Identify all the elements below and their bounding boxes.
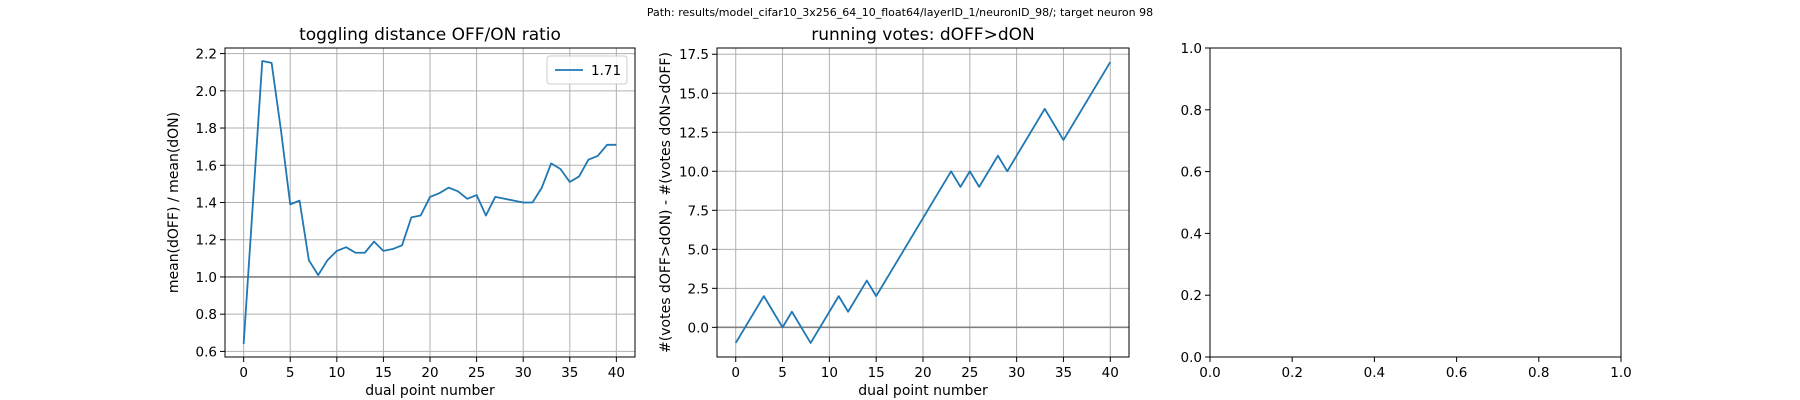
series-line-1	[734, 61, 1112, 344]
y-tick-label: 0.2	[1181, 288, 1202, 304]
chart-3: 0.0 0.2 0.4 0.6 0.8 1.0 0.0 0.2 0.4 0.6 0.8 1.0	[1181, 41, 1632, 381]
x-tick-label: 5	[778, 365, 787, 381]
x-tick-label: 0	[239, 365, 248, 381]
y-tick-label: 0.6	[196, 344, 217, 360]
y-tick-label: 5.0	[688, 242, 709, 258]
y-tick-label: 0.8	[1181, 103, 1202, 119]
x-tick-label: 10	[821, 365, 838, 381]
axes-frame	[1209, 47, 1622, 358]
figure-suptitle: Path: results/model_cifar10_3x256_64_10_…	[647, 6, 1153, 19]
x-tick-label: 0.2	[1281, 365, 1302, 381]
y-tick-label: 1.8	[196, 121, 217, 137]
chart-2: 0 5 10 15 20 25 30 35 40 0.0 2.5 5.0 7.5 10.0 12.5 15.0…	[658, 25, 1130, 399]
y-tick-label: 2.5	[688, 281, 709, 297]
y-tick-label: 17.5	[679, 47, 709, 63]
y-tick-label: 1.0	[196, 270, 217, 286]
x-tick-label: 40	[1102, 365, 1119, 381]
y-tick-label: 2.0	[196, 84, 217, 100]
x-tick-label: 0.0	[1199, 365, 1220, 381]
x-axis-label: dual point number	[858, 383, 988, 399]
y-tick-label: 0.4	[1181, 226, 1202, 242]
chart-title: running votes: dOFF>dON	[811, 25, 1034, 45]
x-tick-label: 1.0	[1610, 365, 1631, 381]
x-tick-label: 30	[515, 365, 532, 381]
x-tick-label: 5	[286, 365, 295, 381]
y-tick-label: 1.6	[196, 158, 217, 174]
x-tick-label: 25	[961, 365, 978, 381]
x-tick-label: 0.6	[1446, 365, 1467, 381]
chart-title: toggling distance OFF/ON ratio	[299, 25, 561, 45]
y-tick-label: 0.0	[1181, 350, 1202, 366]
x-tick-label: 30	[1008, 365, 1025, 381]
x-tick-label: 35	[1055, 365, 1072, 381]
x-tick-label: 0.8	[1528, 365, 1549, 381]
y-axis-label: #(votes dOFF>dON) - #(votes dON>dOFF)	[658, 52, 674, 353]
chart-1: 0 5 10 15 20 25 30 35 40 0.6 0.8 1.0 1.2 1.4 1.6 1.8 2.0…	[166, 25, 636, 399]
y-tick-label: 1.0	[1181, 41, 1202, 57]
x-tick-label: 40	[608, 365, 625, 381]
x-tick-label: 25	[468, 365, 485, 381]
x-tick-label: 35	[561, 365, 578, 381]
y-tick-label: 2.2	[196, 47, 217, 63]
y-tick-label: 0.0	[688, 320, 709, 336]
y-tick-label: 7.5	[688, 203, 709, 219]
x-axis-label: dual point number	[365, 383, 495, 399]
x-tick-label: 20	[421, 365, 438, 381]
y-tick-label: 0.8	[196, 307, 217, 323]
y-tick-label: 12.5	[679, 125, 709, 141]
y-axis-label: mean(dOFF) / mean(dON)	[166, 112, 182, 293]
x-tick-label: 0.4	[1364, 365, 1385, 381]
plots: 0 5 10 15 20 25 30 35 40 0.6 0.8 1.0 1.2 1.4 1.6 1.8 2.0…	[166, 25, 1632, 399]
legend-box	[546, 55, 628, 85]
y-tick-label: 10.0	[679, 164, 709, 180]
y-tick-label: 1.4	[196, 196, 217, 212]
y-tick-label: 0.6	[1181, 165, 1202, 181]
series-line-1	[242, 60, 617, 345]
y-tick-label: 1.2	[196, 233, 217, 249]
legend-label: 1.71	[591, 63, 621, 79]
x-tick-label: 15	[868, 365, 885, 381]
x-tick-label: 10	[328, 365, 345, 381]
y-tick-label: 15.0	[679, 86, 709, 102]
x-tick-label: 15	[375, 365, 392, 381]
x-tick-label: 0	[731, 365, 740, 381]
x-tick-label: 20	[914, 365, 931, 381]
